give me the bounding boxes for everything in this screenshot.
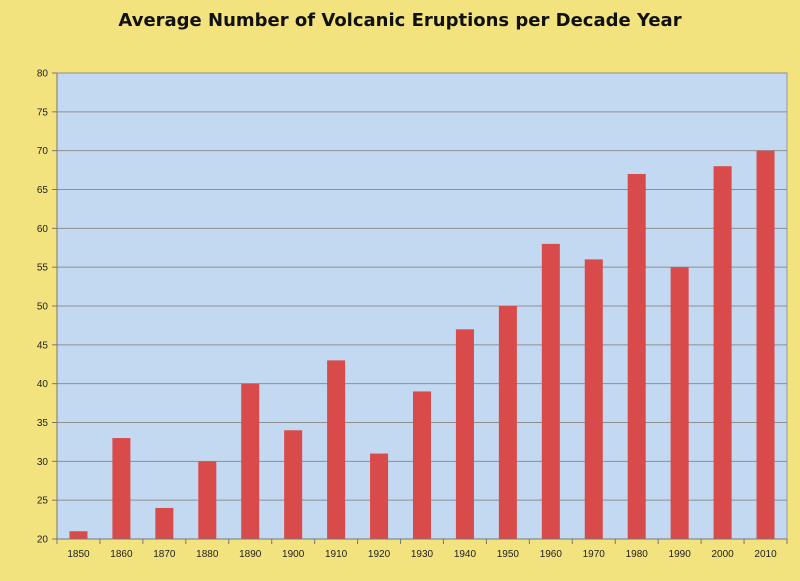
y-tick-label: 70 (37, 146, 49, 157)
bar (541, 243, 560, 539)
x-tick-label: 1880 (196, 549, 219, 560)
x-tick-label: 1870 (153, 549, 176, 560)
x-tick-label: 1960 (540, 549, 563, 560)
x-tick-label: 1860 (110, 549, 133, 560)
y-tick-label: 30 (37, 457, 49, 468)
bar (584, 259, 603, 539)
bar (498, 306, 517, 539)
x-tick-label: 1950 (497, 549, 520, 560)
y-tick-label: 65 (37, 185, 49, 196)
chart-title: Average Number of Volcanic Eruptions per… (118, 10, 682, 31)
x-tick-label: 1970 (583, 549, 606, 560)
x-tick-label: 1890 (239, 549, 262, 560)
x-tick-label: 1940 (454, 549, 477, 560)
y-tick-label: 20 (37, 535, 49, 546)
x-tick-label: 1900 (282, 549, 305, 560)
x-tick-label: 2000 (711, 549, 734, 560)
x-tick-label: 1930 (411, 549, 434, 560)
x-tick-label: 2010 (754, 549, 777, 560)
bar (670, 267, 689, 539)
bar (112, 438, 131, 539)
bar (198, 461, 217, 539)
bar (155, 507, 174, 539)
y-tick-label: 40 (37, 379, 49, 390)
y-tick-label: 25 (37, 496, 49, 507)
y-tick-label: 50 (37, 302, 49, 313)
bar (69, 531, 88, 539)
y-tick-label: 80 (37, 69, 49, 80)
y-tick-label: 35 (37, 418, 49, 429)
x-tick-label: 1990 (669, 549, 692, 560)
y-tick-label: 55 (37, 263, 49, 274)
bar (756, 150, 775, 539)
x-tick-label: 1850 (67, 549, 90, 560)
y-tick-label: 45 (37, 340, 49, 351)
y-tick-label: 75 (37, 107, 49, 118)
bar (241, 383, 260, 539)
bar (713, 166, 732, 539)
bar (327, 360, 346, 539)
x-tick-label: 1980 (626, 549, 649, 560)
bar (370, 453, 389, 539)
y-tick-label: 60 (37, 224, 49, 235)
bar (284, 430, 303, 539)
bar (627, 173, 646, 539)
bar (412, 391, 432, 539)
x-tick-label: 1920 (368, 549, 391, 560)
bar (455, 329, 474, 539)
x-tick-label: 1910 (325, 549, 348, 560)
